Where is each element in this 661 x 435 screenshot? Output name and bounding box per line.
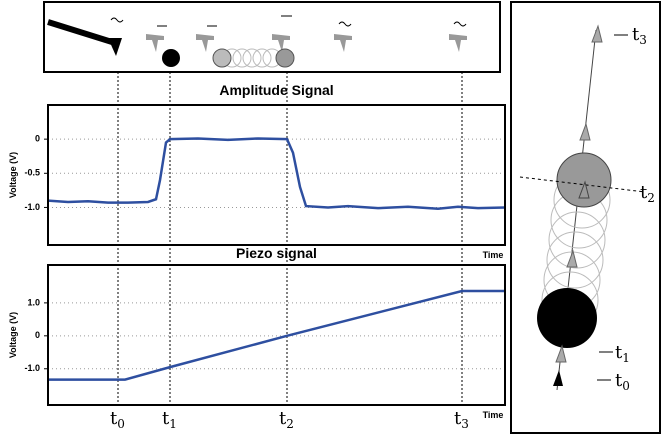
cantilever-panel (43, 1, 501, 73)
y-axis-label: Voltage (V) (8, 152, 18, 198)
data-line (48, 289, 505, 381)
y-axis-label: Voltage (V) (8, 312, 18, 358)
data-line (47, 137, 506, 211)
time-marker-label: t0 (110, 408, 125, 431)
trajectory-label: t2 (640, 182, 655, 205)
chart-title: Piezo signal (236, 245, 317, 261)
plot-frame (47, 104, 506, 246)
chart-title: Amplitude Signal (219, 82, 333, 98)
marker-index: 1 (169, 417, 177, 431)
label-index: 3 (639, 33, 647, 47)
label-symbol: t (615, 370, 623, 391)
x-axis-label: Time (483, 410, 504, 420)
label-index: 2 (647, 191, 655, 205)
label-symbol: t (640, 182, 648, 203)
marker-index: 0 (117, 417, 125, 431)
time-marker-label: t3 (454, 408, 469, 431)
trajectory-panel (510, 1, 661, 434)
trajectory-label: t0 (615, 370, 630, 393)
trajectory-label: t3 (632, 24, 647, 47)
marker-symbol: t (279, 408, 287, 429)
marker-symbol: t (110, 408, 118, 429)
marker-index: 2 (286, 417, 294, 431)
label-index: 1 (622, 351, 630, 365)
label-symbol: t (632, 24, 640, 45)
y-tick-label: -1.0 (24, 202, 40, 212)
marker-index: 3 (461, 417, 469, 431)
time-marker-label: t1 (162, 408, 177, 431)
plot-frame (47, 264, 506, 406)
label-index: 0 (622, 379, 630, 393)
y-tick-label: -0.5 (24, 168, 40, 178)
marker-symbol: t (454, 408, 462, 429)
trajectory-label: t1 (615, 342, 630, 365)
label-symbol: t (615, 342, 623, 363)
time-marker-label: t2 (279, 408, 294, 431)
y-tick-label: 1.0 (27, 297, 40, 307)
y-tick-label: 0 (35, 134, 40, 144)
y-tick-label: 0 (35, 330, 40, 340)
marker-symbol: t (162, 408, 170, 429)
y-tick-label: -1.0 (24, 363, 40, 373)
x-axis-label: Time (483, 250, 504, 260)
